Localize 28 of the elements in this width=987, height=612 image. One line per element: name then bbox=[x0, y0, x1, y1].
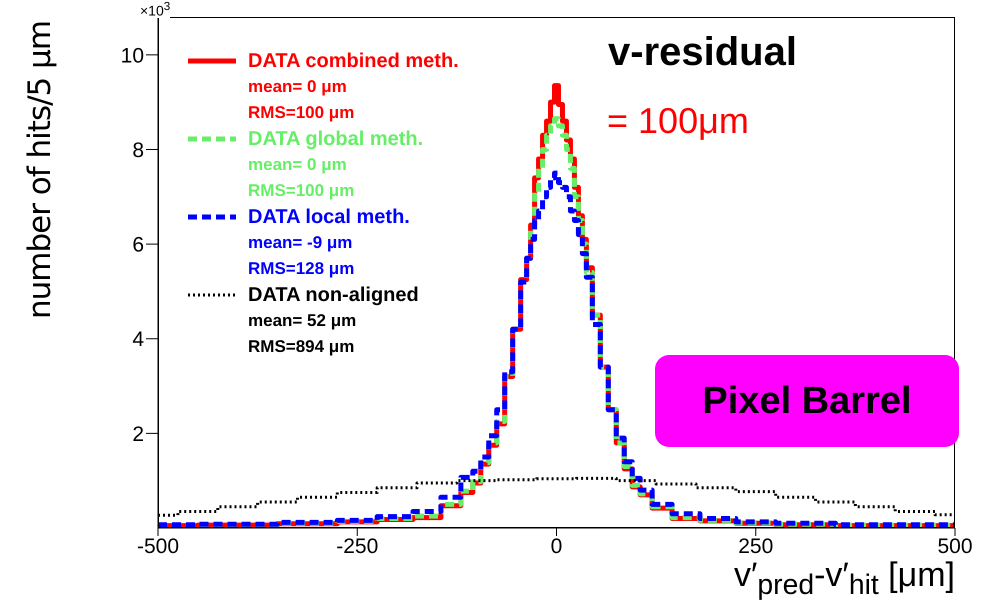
annotation: mean= -9 μm bbox=[248, 232, 354, 254]
x-axis-title: v′$_{pred}$-v′$_{hit}$ [μm] bbox=[734, 556, 955, 602]
y-axis-title: number of hits/5 μm bbox=[22, 20, 58, 320]
x-tick-label: 0 bbox=[550, 534, 562, 558]
annotation: mean= 52 μm bbox=[248, 310, 358, 332]
annotation: Pixel Barrel bbox=[655, 355, 959, 447]
y-tick-label: 8 bbox=[132, 138, 144, 162]
annotation: RMS=100 μm bbox=[248, 102, 356, 124]
x-tick-label: -250 bbox=[336, 534, 378, 558]
annotation: mean= 0 μm bbox=[248, 76, 348, 98]
annotation: RMS=128 μm bbox=[248, 258, 356, 280]
annotation: ×10$^{3}$ bbox=[140, 0, 170, 19]
legend-label: DATA local meth. bbox=[248, 205, 410, 230]
y-tick-label: 4 bbox=[132, 328, 144, 352]
annotation: mean= 0 μm bbox=[248, 154, 348, 176]
annotation: RMS=894 μm bbox=[248, 336, 356, 358]
x-tick-label: -500 bbox=[136, 534, 180, 558]
x-tick-label: 250 bbox=[738, 534, 774, 558]
chart-title: v-residual bbox=[608, 30, 797, 75]
annotation: = 100μm bbox=[607, 100, 749, 142]
legend-label: DATA non-aligned bbox=[248, 283, 419, 308]
y-tick-label: 6 bbox=[132, 234, 144, 257]
legend-label: DATA global meth. bbox=[248, 127, 424, 152]
legend-label: DATA combined meth. bbox=[248, 49, 459, 74]
annotation: RMS=100 μm bbox=[248, 180, 356, 202]
y-tick-label: 10 bbox=[120, 44, 144, 68]
y-tick-label: 2 bbox=[132, 422, 144, 446]
x-tick-label: 500 bbox=[937, 534, 973, 558]
